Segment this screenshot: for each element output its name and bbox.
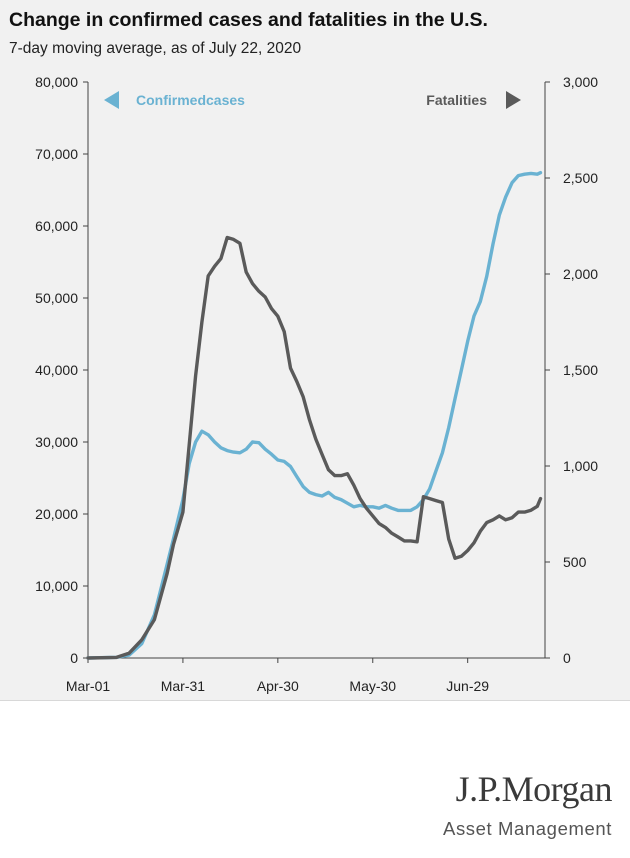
x-axis-ticks: Mar-01 Mar-31 Apr-30 May-30 Jun-29: [66, 658, 489, 694]
x-tick-label: Mar-01: [66, 678, 111, 694]
right-y-tick-label: 2,500: [563, 170, 598, 186]
left-y-axis-ticks: 80,000 70,000 60,000 50,000 40,000 30,000 20,0…: [35, 74, 88, 666]
legend-arrow-right-icon: [506, 91, 521, 109]
chart-axes: [87, 82, 546, 659]
left-y-tick-label: 0: [70, 650, 78, 666]
series-lines: [86, 170, 543, 660]
chart-panel: Change in confirmed cases and fatalities…: [0, 0, 630, 701]
right-y-tick-label: 0: [563, 650, 571, 666]
logo-tagline: Asset Management: [443, 818, 612, 839]
chart-subtitle: 7-day moving average, as of July 22, 202…: [9, 40, 302, 57]
left-y-tick-label: 40,000: [35, 362, 78, 378]
left-y-tick-label: 80,000: [35, 74, 78, 90]
left-y-tick-label: 20,000: [35, 506, 78, 522]
left-y-tick-label: 70,000: [35, 146, 78, 162]
right-y-axis-ticks: 3,000 2,500 2,000 1,500 1,000 500 0: [545, 74, 598, 666]
x-tick-label: Mar-31: [161, 678, 206, 694]
x-tick-label: Jun-29: [446, 678, 489, 694]
series-line-fatalities: [86, 235, 543, 660]
right-y-tick-label: 3,000: [563, 74, 598, 90]
right-y-tick-label: 1,500: [563, 362, 598, 378]
chart-title: Change in confirmed cases and fatalities…: [9, 9, 488, 31]
legend-arrow-left-icon: [104, 91, 119, 109]
legend-label-confirmed-cases: Confirmedcases: [136, 92, 245, 108]
series-line-confirmed-cases: [86, 170, 543, 660]
x-tick-label: May-30: [349, 678, 396, 694]
right-y-tick-label: 500: [563, 554, 587, 570]
left-y-tick-label: 60,000: [35, 218, 78, 234]
x-tick-label: Apr-30: [257, 678, 299, 694]
jpmorgan-logo: J.P.Morgan Asset Management: [410, 768, 620, 848]
chart-legend: Confirmedcases Fatalities: [104, 91, 521, 109]
line-chart: Mar-01 Mar-31 Apr-30 May-30 Jun-29 80,000 70,…: [35, 74, 598, 694]
legend-label-fatalities: Fatalities: [426, 92, 487, 108]
logo-wordmark: J.P.Morgan: [455, 769, 613, 809]
left-y-tick-label: 50,000: [35, 290, 78, 306]
right-y-tick-label: 2,000: [563, 266, 598, 282]
left-y-tick-label: 10,000: [35, 578, 78, 594]
right-y-tick-label: 1,000: [563, 458, 598, 474]
left-y-tick-label: 30,000: [35, 434, 78, 450]
